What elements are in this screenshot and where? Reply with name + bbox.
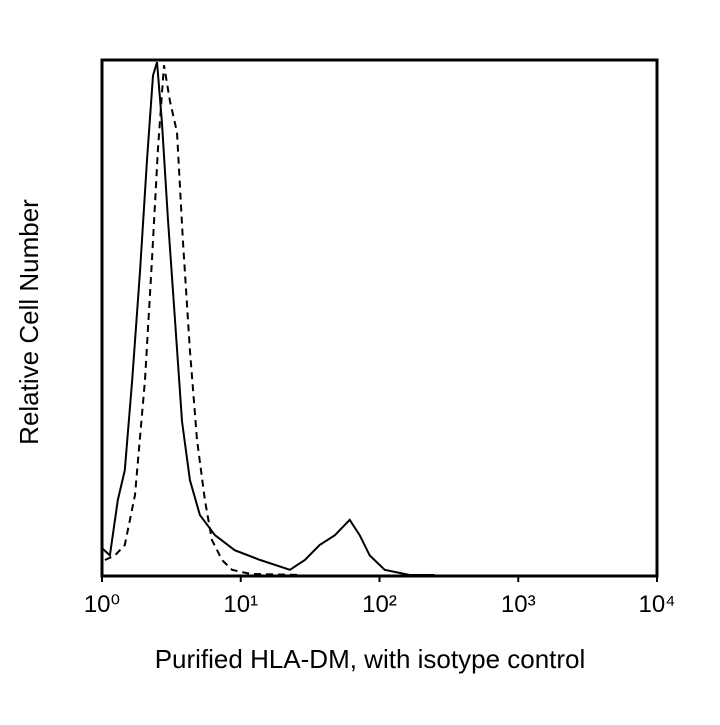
x-tick-label: 10⁰ [84,591,120,618]
histogram-line [104,65,300,576]
y-axis-label: Relative Cell Number [14,199,44,445]
plot-frame [100,58,659,578]
x-tick-label: 10⁴ [638,591,675,618]
x-tick-label: 10³ [501,591,536,618]
x-tick-label: 10¹ [223,591,258,618]
histogram-line [101,61,435,576]
x-axis-label: Purified HLA-DM, with isotype control [155,644,586,674]
x-tick-label: 10² [362,591,397,618]
